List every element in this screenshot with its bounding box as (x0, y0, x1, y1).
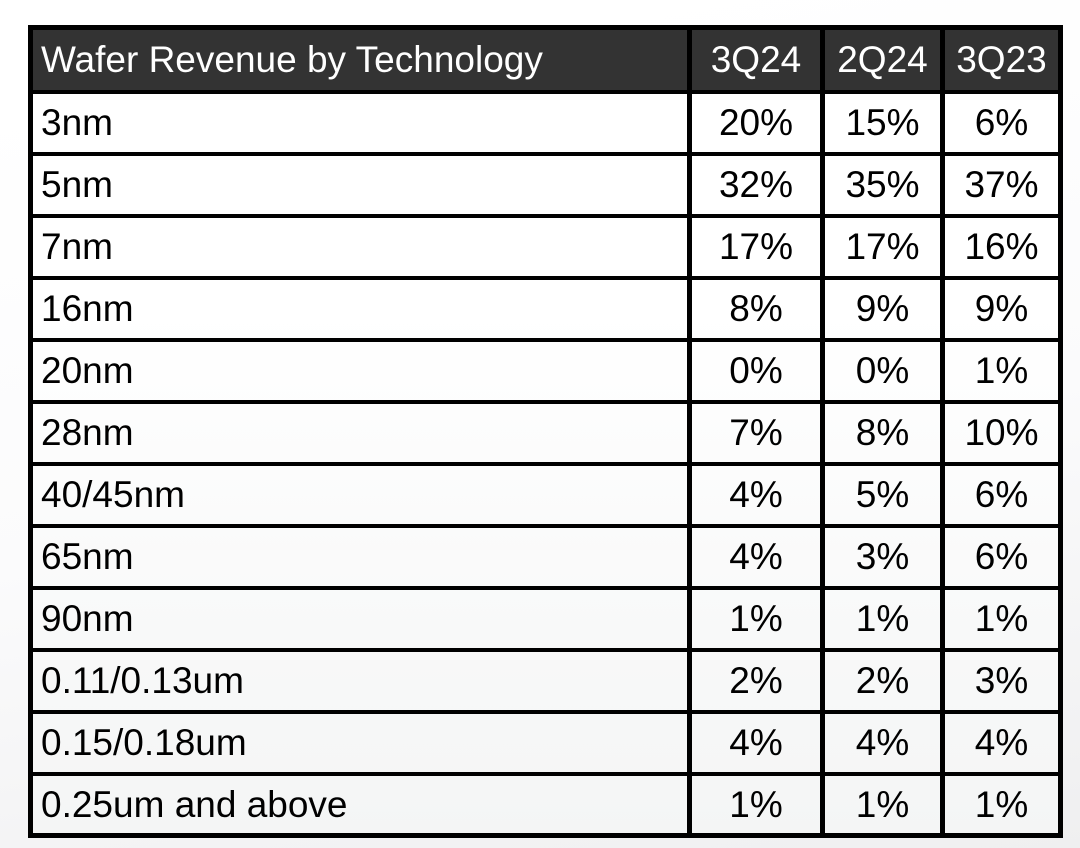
value-cell: 4% (687, 709, 825, 776)
value-cell: 4% (820, 709, 945, 776)
technology-label-cell: 16nm (28, 275, 692, 342)
value-cell: 1% (940, 585, 1063, 652)
table-row: 5nm 32% 35% 37% (28, 151, 1063, 218)
value-cell: 1% (687, 771, 825, 838)
header-title-cell: Wafer Revenue by Technology (28, 25, 692, 94)
value-cell: 9% (940, 275, 1063, 342)
technology-label-cell: 0.15/0.18um (28, 709, 692, 776)
table-row: 90nm 1% 1% 1% (28, 585, 1063, 652)
table-row: 0.11/0.13um 2% 2% 3% (28, 647, 1063, 714)
value-cell: 6% (940, 89, 1063, 156)
technology-label-cell: 7nm (28, 213, 692, 280)
value-cell: 8% (687, 275, 825, 342)
header-row: Wafer Revenue by Technology 3Q24 2Q24 3Q… (28, 25, 1063, 94)
table-row: 40/45nm 4% 5% 6% (28, 461, 1063, 528)
value-cell: 17% (820, 213, 945, 280)
value-cell: 2% (687, 647, 825, 714)
value-cell: 1% (820, 585, 945, 652)
technology-label-cell: 3nm (28, 89, 692, 156)
value-cell: 4% (687, 523, 825, 590)
technology-label-cell: 40/45nm (28, 461, 692, 528)
value-cell: 6% (940, 523, 1063, 590)
value-cell: 0% (687, 337, 825, 404)
value-cell: 3% (940, 647, 1063, 714)
table-body: 3nm 20% 15% 6% 5nm 32% 35% 37% 7nm 17% 17% 16% 16nm 8… (28, 89, 1063, 838)
value-cell: 35% (820, 151, 945, 218)
value-cell: 0% (820, 337, 945, 404)
wafer-revenue-table-container: Wafer Revenue by Technology 3Q24 2Q24 3Q… (28, 25, 1063, 838)
technology-label-cell: 28nm (28, 399, 692, 466)
value-cell: 1% (687, 585, 825, 652)
table-row: 20nm 0% 0% 1% (28, 337, 1063, 404)
value-cell: 9% (820, 275, 945, 342)
value-cell: 1% (940, 771, 1063, 838)
wafer-revenue-table: Wafer Revenue by Technology 3Q24 2Q24 3Q… (28, 25, 1063, 838)
table-row: 3nm 20% 15% 6% (28, 89, 1063, 156)
table-row: 0.15/0.18um 4% 4% 4% (28, 709, 1063, 776)
value-cell: 37% (940, 151, 1063, 218)
technology-label-cell: 0.25um and above (28, 771, 692, 838)
value-cell: 17% (687, 213, 825, 280)
technology-label-cell: 20nm (28, 337, 692, 404)
header-2q24-cell: 2Q24 (820, 25, 945, 94)
value-cell: 16% (940, 213, 1063, 280)
table-row: 65nm 4% 3% 6% (28, 523, 1063, 590)
value-cell: 7% (687, 399, 825, 466)
value-cell: 1% (820, 771, 945, 838)
table-row: 7nm 17% 17% 16% (28, 213, 1063, 280)
header-3q24-cell: 3Q24 (687, 25, 825, 94)
value-cell: 20% (687, 89, 825, 156)
value-cell: 6% (940, 461, 1063, 528)
table-row: 16nm 8% 9% 9% (28, 275, 1063, 342)
value-cell: 15% (820, 89, 945, 156)
technology-label-cell: 5nm (28, 151, 692, 218)
value-cell: 2% (820, 647, 945, 714)
technology-label-cell: 65nm (28, 523, 692, 590)
table-row: 28nm 7% 8% 10% (28, 399, 1063, 466)
table-row: 0.25um and above 1% 1% 1% (28, 771, 1063, 838)
value-cell: 32% (687, 151, 825, 218)
header-3q23-cell: 3Q23 (940, 25, 1063, 94)
value-cell: 5% (820, 461, 945, 528)
value-cell: 4% (687, 461, 825, 528)
technology-label-cell: 90nm (28, 585, 692, 652)
value-cell: 8% (820, 399, 945, 466)
value-cell: 10% (940, 399, 1063, 466)
value-cell: 4% (940, 709, 1063, 776)
value-cell: 3% (820, 523, 945, 590)
technology-label-cell: 0.11/0.13um (28, 647, 692, 714)
value-cell: 1% (940, 337, 1063, 404)
